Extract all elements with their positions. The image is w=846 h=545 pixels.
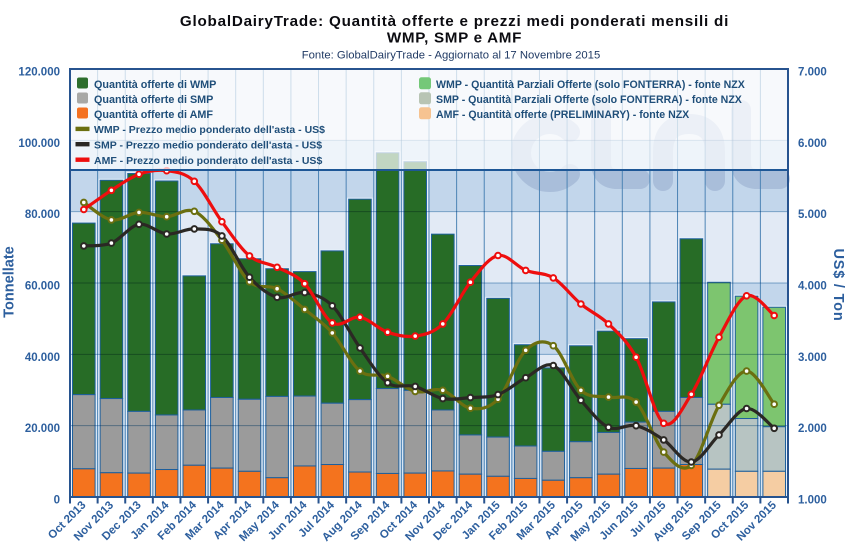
svg-text:3.000: 3.000 bbox=[798, 352, 827, 364]
svg-text:0: 0 bbox=[54, 495, 60, 507]
svg-text:SMP - Quantità Parziali Offert: SMP - Quantità Parziali Offerte (solo FO… bbox=[436, 94, 742, 106]
svg-text:100.000: 100.000 bbox=[18, 138, 60, 150]
svg-text:1.000: 1.000 bbox=[798, 495, 827, 507]
svg-text:WMP - Prezzo medio ponderato d: WMP - Prezzo medio ponderato dell'asta -… bbox=[94, 124, 325, 136]
svg-text:WMP - Quantità Parziali Offert: WMP - Quantità Parziali Offerte (solo FO… bbox=[436, 79, 745, 91]
svg-text:80.000: 80.000 bbox=[25, 209, 60, 221]
svg-text:Tonnellate: Tonnellate bbox=[2, 246, 18, 317]
svg-text:AMF - Prezzo medio ponderato d: AMF - Prezzo medio ponderato dell'asta -… bbox=[94, 155, 322, 167]
svg-text:US$ / Ton: US$ / Ton bbox=[830, 249, 846, 322]
svg-text:6.000: 6.000 bbox=[798, 138, 827, 150]
svg-text:40.000: 40.000 bbox=[25, 352, 60, 364]
svg-text:SMP - Prezzo medio ponderato d: SMP - Prezzo medio ponderato dell'asta -… bbox=[94, 140, 322, 152]
svg-text:120.000: 120.000 bbox=[18, 67, 60, 79]
svg-text:Quantità offerte di SMP: Quantità offerte di SMP bbox=[94, 94, 213, 106]
svg-text:4.000: 4.000 bbox=[798, 281, 827, 293]
svg-text:20.000: 20.000 bbox=[25, 423, 60, 435]
svg-text:Quantità offerte di AMF: Quantità offerte di AMF bbox=[94, 109, 213, 121]
svg-text:2.000: 2.000 bbox=[798, 423, 827, 435]
svg-text:AMF - Quantità offerte (PRELIM: AMF - Quantità offerte (PRELIMINARY) - f… bbox=[436, 109, 689, 121]
svg-text:7.000: 7.000 bbox=[798, 67, 827, 79]
svg-text:Quantità offerte di WMP: Quantità offerte di WMP bbox=[94, 79, 216, 91]
svg-text:Fonte: GlobalDairyTrade - Aggi: Fonte: GlobalDairyTrade - Aggiornato al … bbox=[302, 50, 601, 62]
svg-text:60.000: 60.000 bbox=[25, 281, 60, 293]
svg-text:WMP, SMP e AMF: WMP, SMP e AMF bbox=[387, 30, 522, 47]
svg-text:5.000: 5.000 bbox=[798, 209, 827, 221]
svg-text:GlobalDairyTrade: Quantità off: GlobalDairyTrade: Quantità offerte e pre… bbox=[180, 13, 729, 30]
